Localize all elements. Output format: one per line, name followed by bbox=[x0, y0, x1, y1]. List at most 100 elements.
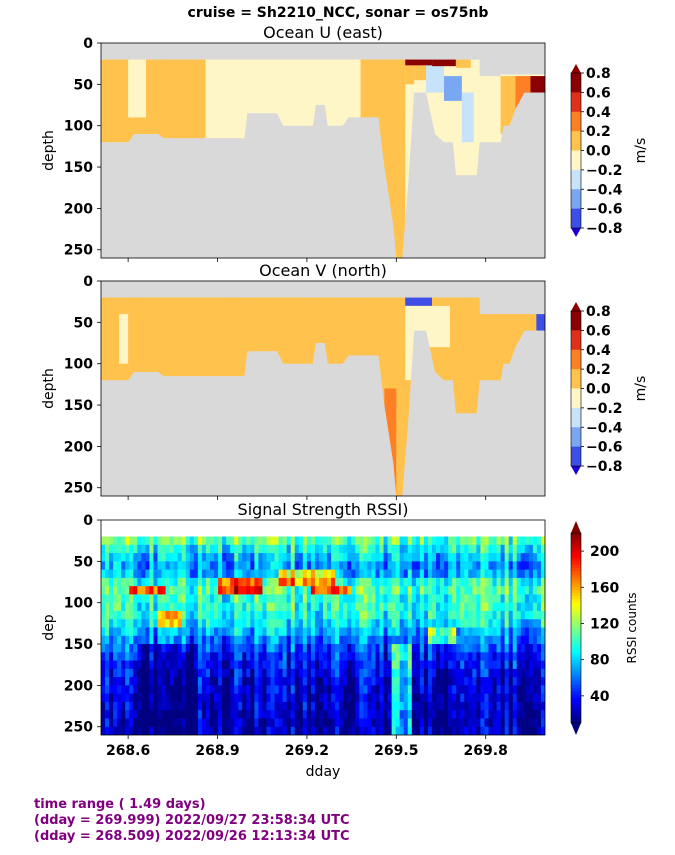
rssi-cell bbox=[290, 602, 296, 612]
rssi-cell bbox=[145, 668, 150, 678]
rssi-cell bbox=[456, 718, 461, 728]
rssi-cell bbox=[335, 635, 340, 645]
rssi-cell bbox=[488, 677, 494, 686]
rssi-cell bbox=[431, 718, 437, 728]
rssi-cell bbox=[117, 726, 122, 735]
colorbar-tick-label: −0.6 bbox=[586, 202, 623, 218]
rssi-cell bbox=[133, 553, 138, 562]
rssi-cell bbox=[484, 561, 489, 571]
rssi-cell bbox=[359, 710, 364, 719]
colorbar-segment bbox=[571, 675, 581, 680]
rssi-cell bbox=[520, 561, 526, 571]
rssi-cell bbox=[415, 544, 421, 554]
rssi-cell bbox=[278, 710, 284, 719]
rssi-cell bbox=[169, 685, 175, 695]
rssi-cell bbox=[290, 544, 296, 554]
rssi-cell bbox=[331, 660, 336, 670]
rssi-cell bbox=[532, 677, 538, 686]
rssi-cell bbox=[290, 718, 296, 728]
rssi-cell bbox=[109, 701, 114, 711]
rssi-cell bbox=[343, 619, 348, 628]
rssi-cell bbox=[351, 544, 356, 554]
rssi-cell bbox=[242, 718, 247, 728]
rssi-cell bbox=[403, 569, 409, 579]
rssi-cell bbox=[129, 726, 134, 735]
rssi-cell bbox=[109, 644, 114, 653]
rssi-cell bbox=[177, 619, 183, 628]
rssi-cell bbox=[302, 635, 308, 645]
rssi-cell bbox=[101, 561, 106, 571]
rssi-cell bbox=[427, 536, 433, 546]
rssi-cell bbox=[282, 693, 288, 703]
rssi-cell bbox=[270, 627, 276, 637]
rssi-cell bbox=[516, 577, 522, 587]
rssi-cell bbox=[294, 536, 300, 546]
rssi-cell bbox=[367, 701, 372, 711]
rssi-cell bbox=[323, 561, 328, 571]
rssi-cell bbox=[516, 718, 522, 728]
rssi-cell bbox=[230, 677, 235, 686]
rssi-cell bbox=[536, 602, 542, 612]
rssi-cell bbox=[209, 544, 215, 554]
rssi-cell bbox=[274, 644, 280, 653]
rssi-cell bbox=[113, 685, 118, 695]
velocity-patch bbox=[360, 59, 379, 118]
rssi-cell bbox=[318, 693, 324, 703]
rssi-cell bbox=[185, 536, 191, 546]
rssi-cell bbox=[431, 677, 437, 686]
rssi-cell bbox=[314, 677, 320, 686]
rssi-cell bbox=[197, 569, 203, 579]
rssi-cell bbox=[282, 553, 288, 562]
rssi-cell bbox=[468, 586, 473, 595]
colorbar-segment bbox=[571, 577, 581, 581]
rssi-cell bbox=[351, 536, 356, 546]
rssi-cell bbox=[274, 635, 280, 645]
rssi-cell bbox=[476, 602, 481, 612]
rssi-cell bbox=[242, 577, 247, 587]
rssi-cell bbox=[508, 553, 514, 562]
rssi-cell bbox=[444, 610, 449, 620]
colorbar-segment bbox=[571, 580, 581, 585]
rssi-cell bbox=[298, 577, 304, 587]
rssi-cell bbox=[427, 652, 433, 662]
rssi-cell bbox=[218, 536, 223, 546]
rssi-cell bbox=[371, 594, 376, 604]
rssi-cell bbox=[395, 602, 401, 612]
rssi-cell bbox=[331, 569, 336, 579]
rssi-cell bbox=[343, 594, 348, 604]
rssi-cell bbox=[290, 652, 296, 662]
colorbar-tick-label: 0.6 bbox=[586, 85, 611, 101]
rssi-cell bbox=[169, 594, 175, 604]
rssi-cell bbox=[371, 619, 376, 628]
rssi-cell bbox=[371, 693, 376, 703]
rssi-cell bbox=[278, 718, 284, 728]
rssi-cell bbox=[516, 652, 522, 662]
rssi-cell bbox=[323, 660, 328, 670]
bottom-nodata-mask bbox=[101, 92, 545, 258]
rssi-cell bbox=[121, 577, 126, 587]
rssi-cell bbox=[250, 586, 255, 595]
rssi-cell bbox=[516, 644, 522, 653]
rssi-cell bbox=[165, 710, 171, 719]
rssi-cell bbox=[427, 701, 433, 711]
rssi-cell bbox=[343, 685, 348, 695]
rssi-cell bbox=[355, 677, 360, 686]
rssi-cell bbox=[468, 627, 473, 637]
rssi-cell bbox=[335, 594, 340, 604]
rssi-cell bbox=[343, 610, 348, 620]
rssi-cell bbox=[444, 627, 449, 637]
rssi-cell bbox=[161, 710, 167, 719]
rssi-cell bbox=[270, 718, 276, 728]
rssi-cell bbox=[226, 701, 231, 711]
rssi-cell bbox=[504, 635, 510, 645]
rssi-cell bbox=[113, 701, 118, 711]
rssi-cell bbox=[173, 710, 179, 719]
rssi-cell bbox=[468, 553, 473, 562]
rssi-cell bbox=[201, 677, 207, 686]
rssi-cell bbox=[113, 619, 118, 628]
rssi-cell bbox=[173, 594, 179, 604]
rssi-cell bbox=[165, 627, 171, 637]
rssi-cell bbox=[419, 635, 425, 645]
rssi-cell bbox=[209, 693, 215, 703]
rssi-cell bbox=[105, 602, 110, 612]
